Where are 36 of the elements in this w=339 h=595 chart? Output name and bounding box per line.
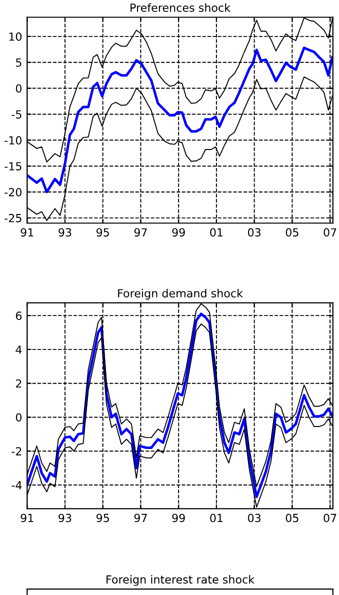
y-tick-label: 0: [16, 413, 22, 422]
y-tick-label: 6: [16, 312, 22, 320]
x-tick-label: 99: [172, 514, 185, 522]
y-tick-label: -25: [4, 214, 22, 222]
y-tick-label: -2: [12, 447, 22, 456]
x-tick-label: 93: [58, 228, 72, 237]
y-tick-label: -20: [4, 188, 22, 196]
y-tick-label: 4: [16, 346, 22, 354]
text: Foreign interest rate shock: [106, 575, 255, 586]
x-tick-label: 91: [20, 514, 34, 522]
y-tick-label: -5: [12, 110, 22, 119]
x-tick-label: 01: [210, 228, 222, 237]
x-tick-label: 95: [96, 514, 109, 522]
x-tick-label: 01: [210, 514, 222, 522]
x-tick-label: 97: [134, 514, 147, 522]
x-tick-label: 05: [286, 228, 298, 237]
x-tick-label: 93: [58, 514, 72, 522]
y-tick-label: -15: [4, 162, 22, 170]
x-tick-label: 05: [286, 514, 298, 522]
y-tick-label: 5: [16, 58, 22, 67]
x-tick-label: 95: [96, 228, 109, 237]
x-tick-label: 91: [20, 228, 34, 237]
x-tick-label: 07: [324, 228, 336, 237]
y-tick-label: 0: [16, 84, 22, 93]
y-tick-label: 2: [16, 379, 22, 388]
y-tick-label: -10: [4, 136, 22, 145]
chart-title: Preferences shock: [130, 3, 230, 12]
x-tick-label: 03: [248, 514, 260, 522]
x-tick-label: 07: [324, 514, 336, 522]
y-tick-label: 10: [9, 32, 22, 41]
chart-title: Foreign demand shock: [118, 288, 243, 300]
y-tick-label: -4: [12, 481, 22, 490]
line-series: [27, 46, 333, 194]
x-tick-label: 97: [134, 228, 147, 237]
x-tick-label: 03: [248, 228, 260, 237]
x-tick-label: 99: [172, 228, 185, 237]
